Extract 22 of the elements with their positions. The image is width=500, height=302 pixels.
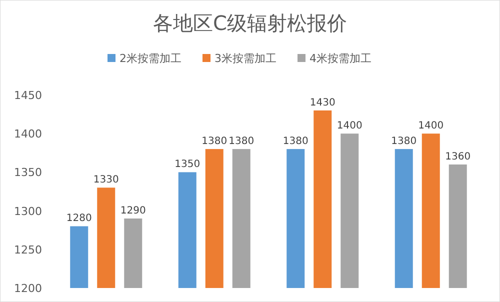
y-tick-label: 1450 [14, 89, 42, 102]
data-label: 1280 [66, 213, 92, 224]
data-label: 1360 [445, 151, 471, 162]
y-tick-label: 1250 [14, 243, 42, 256]
chart-title: 各地区C级辐射松报价 [153, 11, 347, 35]
data-label: 1350 [174, 159, 200, 170]
y-tick-label: 1300 [14, 204, 42, 218]
data-label: 1400 [418, 120, 444, 132]
data-label: 1380 [228, 136, 254, 148]
data-label: 1330 [93, 174, 119, 186]
data-label: 1380 [282, 136, 308, 148]
legend-label: 2米按需加工 [120, 52, 182, 65]
legend-label: 3米按需加工 [214, 52, 276, 65]
legend-label: 4米按需加工 [310, 52, 372, 65]
y-tick-label: 1350 [14, 166, 42, 180]
data-label: 1380 [202, 136, 228, 148]
y-tick-label: 1200 [14, 282, 42, 295]
data-label: 1290 [120, 206, 146, 217]
y-tick-label: 1400 [14, 128, 42, 141]
data-label: 1400 [336, 120, 362, 132]
data-label: 1380 [391, 136, 417, 148]
data-label: 1430 [310, 97, 336, 108]
